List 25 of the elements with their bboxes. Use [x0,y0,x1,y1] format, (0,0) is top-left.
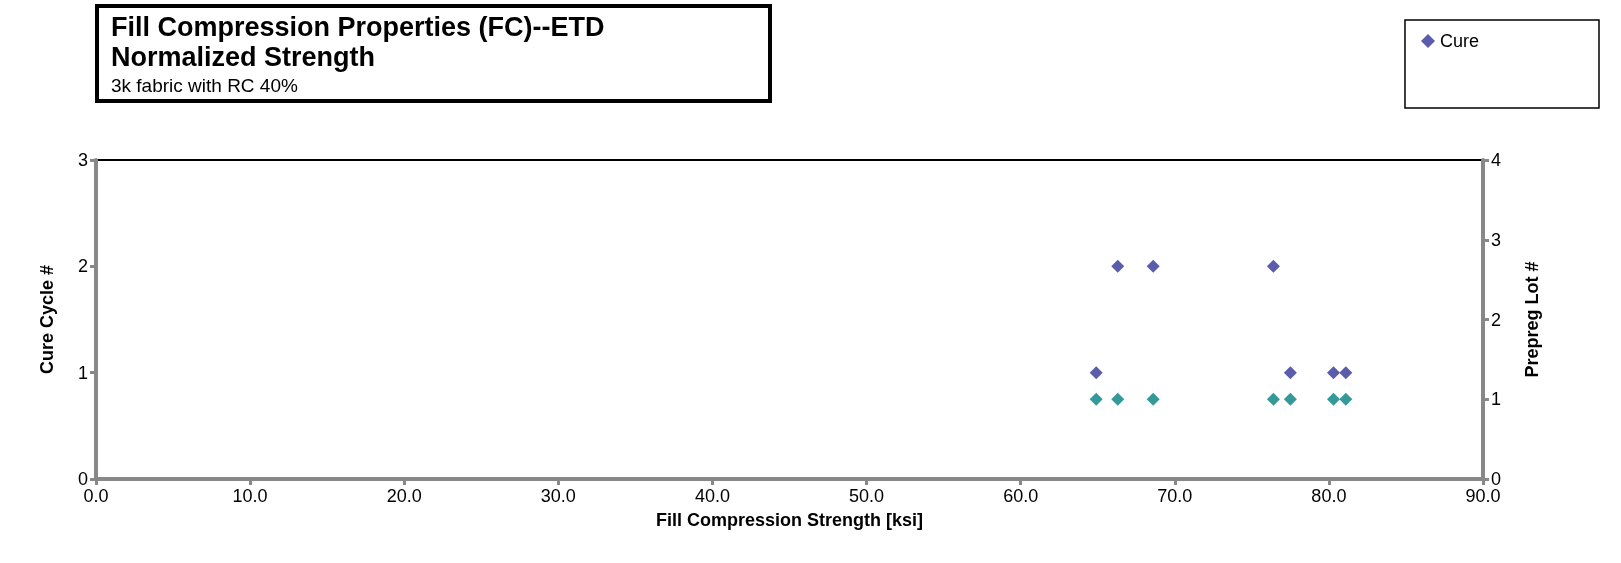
chart-subtitle: 3k fabric with RC 40% [111,75,299,96]
x-tick-label: 60.0 [1003,486,1039,506]
x-tick-label: 50.0 [849,486,885,506]
chart-title: Fill Compression Properties (FC)--ETD Normalized Strength [111,12,605,72]
y2-axis-title: Prepreg Lot # [1522,261,1542,378]
x-tick-label: 30.0 [540,486,576,506]
x-tick-label: 0.0 [83,486,109,506]
y2-tick-label: 1 [1491,389,1502,410]
x-tick-label: 40.0 [694,486,730,506]
y-tick-label: 0 [77,469,88,489]
y2-tick-label: 4 [1491,150,1502,170]
x-tick-label: 20.0 [386,486,422,506]
x-tick-label: 70.0 [1157,486,1193,506]
x-axis-title: Fill Compression Strength [ksi] [655,510,924,530]
y-axis-title: Cure Cycle # [37,264,57,375]
y2-tick-label: 2 [1491,309,1502,330]
y-tick-label: 2 [77,256,88,277]
y2-tick-label: 0 [1491,469,1502,489]
legend-label: Cure [1439,31,1479,51]
x-tick-label: 10.0 [232,486,268,506]
y2-tick-label: 3 [1491,229,1502,250]
x-tick-label: 80.0 [1311,486,1347,506]
y-tick-label: 3 [77,150,88,170]
y-tick-label: 1 [77,362,88,383]
x-tick-label: 90.0 [1465,486,1501,506]
